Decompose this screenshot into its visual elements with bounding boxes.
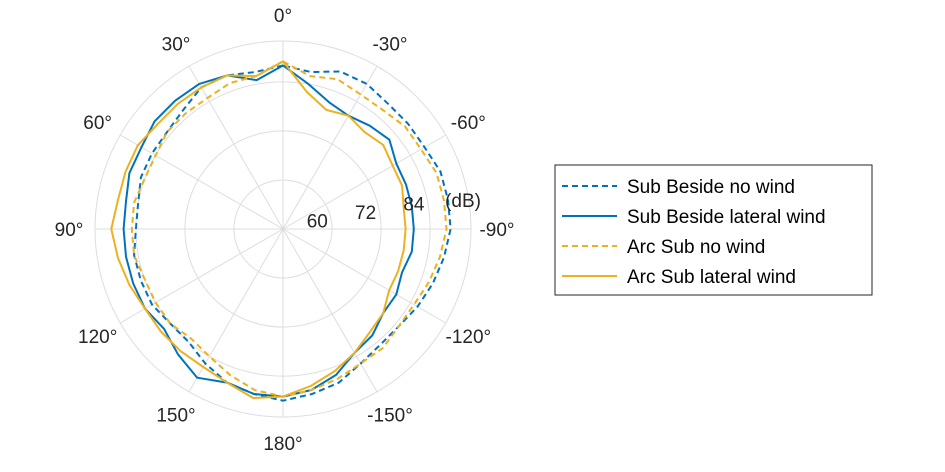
theta-tick-label: 60°: [83, 113, 112, 134]
theta-gridline: [282, 228, 378, 393]
r-tick-label: 72: [355, 203, 376, 224]
r-tick-label: 60: [307, 211, 328, 232]
series-layer: [110, 60, 452, 402]
theta-tick-label: 0°: [274, 6, 292, 27]
r-axis-unit: (dB): [445, 191, 481, 212]
theta-tick-label: 30°: [162, 35, 191, 56]
legend: Sub Beside no wind Sub Beside lateral win…: [554, 164, 873, 296]
theta-gridline: [282, 65, 378, 230]
series-line-4: [110, 60, 407, 399]
theta-gridline: [119, 228, 284, 324]
outer-ring: [94, 40, 472, 418]
theta-tick-label: -30°: [372, 35, 407, 56]
theta-tick-label: -150°: [367, 405, 413, 426]
legend-label: Arc Sub lateral wind: [627, 267, 796, 288]
theta-gridline: [282, 134, 447, 230]
r-gridline: [135, 81, 431, 377]
theta-gridline: [188, 65, 284, 230]
theta-tick-label: 180°: [263, 434, 302, 455]
theta-tick-label: 120°: [78, 327, 117, 348]
legend-label: Sub Beside no wind: [627, 177, 795, 198]
axis-labels: 60 72 84 0° 30° 60° 90° 120° 150° 180° -150° -120° -…: [55, 6, 515, 455]
legend-label: Arc Sub no wind: [627, 237, 765, 258]
theta-gridline: [119, 134, 284, 230]
r-gridline: [184, 130, 382, 328]
r-gridline: [233, 179, 333, 279]
theta-gridline: [282, 228, 447, 324]
legend-label: Sub Beside lateral wind: [627, 207, 826, 228]
theta-tick-label: -60°: [451, 113, 486, 134]
r-tick-label: 84: [403, 194, 425, 215]
theta-tick-label: -90°: [479, 220, 514, 241]
theta-tick-label: 150°: [156, 405, 195, 426]
theta-tick-label: 90°: [55, 220, 84, 241]
theta-gridline: [188, 228, 284, 393]
theta-tick-label: -120°: [446, 327, 492, 348]
series-line-1: [133, 64, 452, 402]
